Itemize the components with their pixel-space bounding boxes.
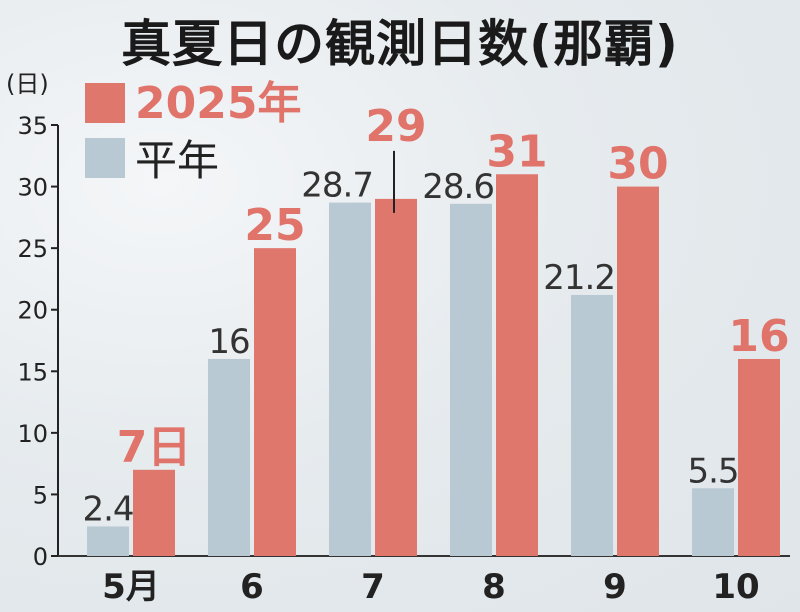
data-label-2025: 16 [728, 311, 789, 362]
legend-label-2025: 2025年 [135, 78, 301, 129]
bar-normal [329, 202, 371, 556]
data-label-normal: 21.2 [543, 258, 615, 298]
data-label-normal: 28.7 [301, 166, 373, 206]
data-label-2025: 30 [607, 139, 668, 190]
bar-normal [450, 203, 492, 556]
bar-2025 [133, 469, 175, 556]
x-category-label: 9 [603, 567, 627, 607]
bar-2025 [375, 198, 417, 556]
data-label-2025: 29 [365, 101, 426, 152]
y-tick-label: 35 [17, 112, 48, 140]
x-category-label: 5月 [102, 567, 160, 607]
bar-2025 [496, 174, 538, 556]
x-category-label: 8 [482, 567, 506, 607]
data-label-2025: 31 [486, 126, 547, 177]
y-tick-label: 5 [33, 481, 48, 509]
y-tick-label: 25 [17, 235, 48, 263]
legend-swatch-normal [85, 138, 125, 178]
data-label-2025: 7日 [117, 422, 192, 473]
y-tick-label: 0 [33, 543, 48, 571]
bar-normal [87, 526, 129, 556]
legend-swatch-2025 [85, 83, 125, 123]
bar-2025 [254, 248, 296, 556]
bar-2025 [617, 186, 659, 557]
bar-normal [692, 488, 734, 556]
legend-label-normal: 平年 [135, 136, 219, 185]
y-tick-label: 30 [17, 174, 48, 202]
bar-normal [208, 358, 250, 556]
y-unit-label: (日) [6, 70, 49, 98]
x-category-label: 6 [240, 567, 264, 607]
data-label-normal: 2.4 [82, 489, 133, 529]
data-label-normal: 5.5 [687, 451, 738, 491]
x-category-label: 10 [712, 567, 759, 607]
bar-normal [571, 294, 613, 556]
x-category-label: 7 [361, 567, 385, 607]
y-tick-label: 10 [17, 420, 48, 448]
y-tick-label: 15 [17, 358, 48, 386]
y-tick-label: 20 [17, 297, 48, 325]
bar-2025 [738, 358, 780, 556]
data-label-normal: 28.6 [422, 167, 494, 207]
chart-title: 真夏日の観測日数(那覇) [121, 15, 679, 73]
data-label-normal: 16 [208, 322, 249, 362]
data-label-2025: 25 [244, 200, 305, 251]
